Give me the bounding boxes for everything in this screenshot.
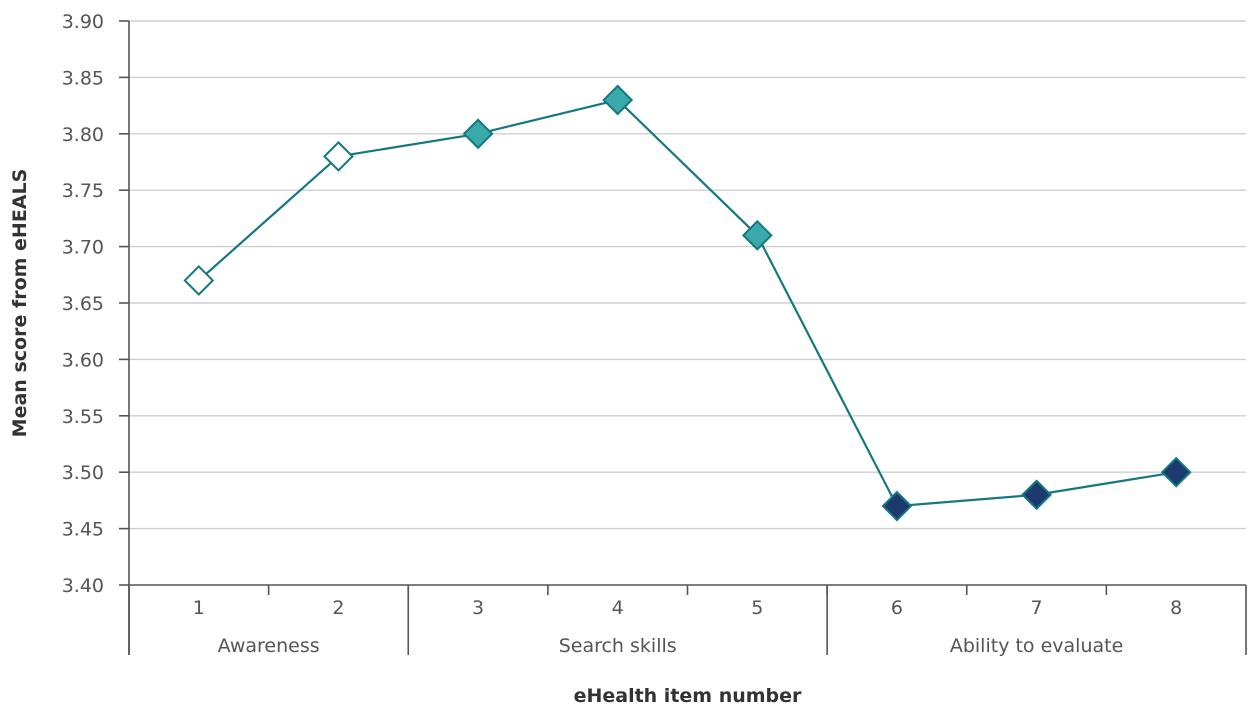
y-tick-label: 3.50	[62, 462, 104, 484]
x-tick-label: 1	[193, 597, 205, 619]
y-tick-label: 3.85	[62, 67, 104, 89]
x-tick-label: 8	[1170, 597, 1182, 619]
gridlines	[129, 20, 1246, 530]
x-tick-label: 5	[751, 597, 763, 619]
y-tick-label: 3.70	[62, 237, 104, 259]
y-tick-label: 3.75	[62, 180, 104, 202]
y-tick-label: 3.60	[62, 349, 104, 371]
data-point-marker	[1160, 456, 1192, 488]
data-point-marker	[602, 84, 634, 116]
y-tick-label: 3.55	[62, 406, 104, 428]
y-tick-label: 3.90	[62, 11, 104, 33]
axes	[119, 20, 1247, 655]
y-tick-label: 3.40	[62, 575, 104, 597]
data-point-marker	[881, 490, 913, 522]
x-tick-label: 3	[472, 597, 484, 619]
data-point-marker	[183, 265, 215, 296]
y-tick-label: 3.65	[62, 293, 104, 315]
x-tick-label: 2	[332, 597, 344, 619]
x-tick-label: 4	[612, 597, 624, 619]
y-tick-label: 3.45	[62, 519, 104, 541]
y-axis-title: Mean score from eHEALS	[9, 169, 31, 438]
x-tick-labels: 1 2 3 4 5 6 7 8	[193, 597, 1182, 619]
data-point-marker	[462, 118, 494, 150]
series-line-layer	[198, 98, 1177, 508]
series-line	[198, 98, 1177, 508]
data-point-marker	[741, 219, 773, 251]
y-tick-labels: 3.40 3.45 3.50 3.55 3.60 3.65 3.70 3.75 3.80 3.85…	[62, 11, 104, 597]
data-point-marker	[323, 140, 354, 172]
x-axis-title: eHealth item number	[574, 685, 802, 707]
group-label: Search skills	[559, 635, 677, 657]
y-tick-label: 3.80	[62, 124, 104, 146]
x-tick-label: 7	[1031, 597, 1043, 619]
group-label: Ability to evaluate	[950, 635, 1123, 657]
data-point-marker	[1021, 479, 1052, 511]
data-markers	[183, 84, 1192, 522]
x-tick-label: 6	[891, 597, 903, 619]
group-label: Awareness	[218, 635, 320, 657]
x-group-labels: Awareness Search skills Ability to evaluat…	[218, 635, 1124, 657]
